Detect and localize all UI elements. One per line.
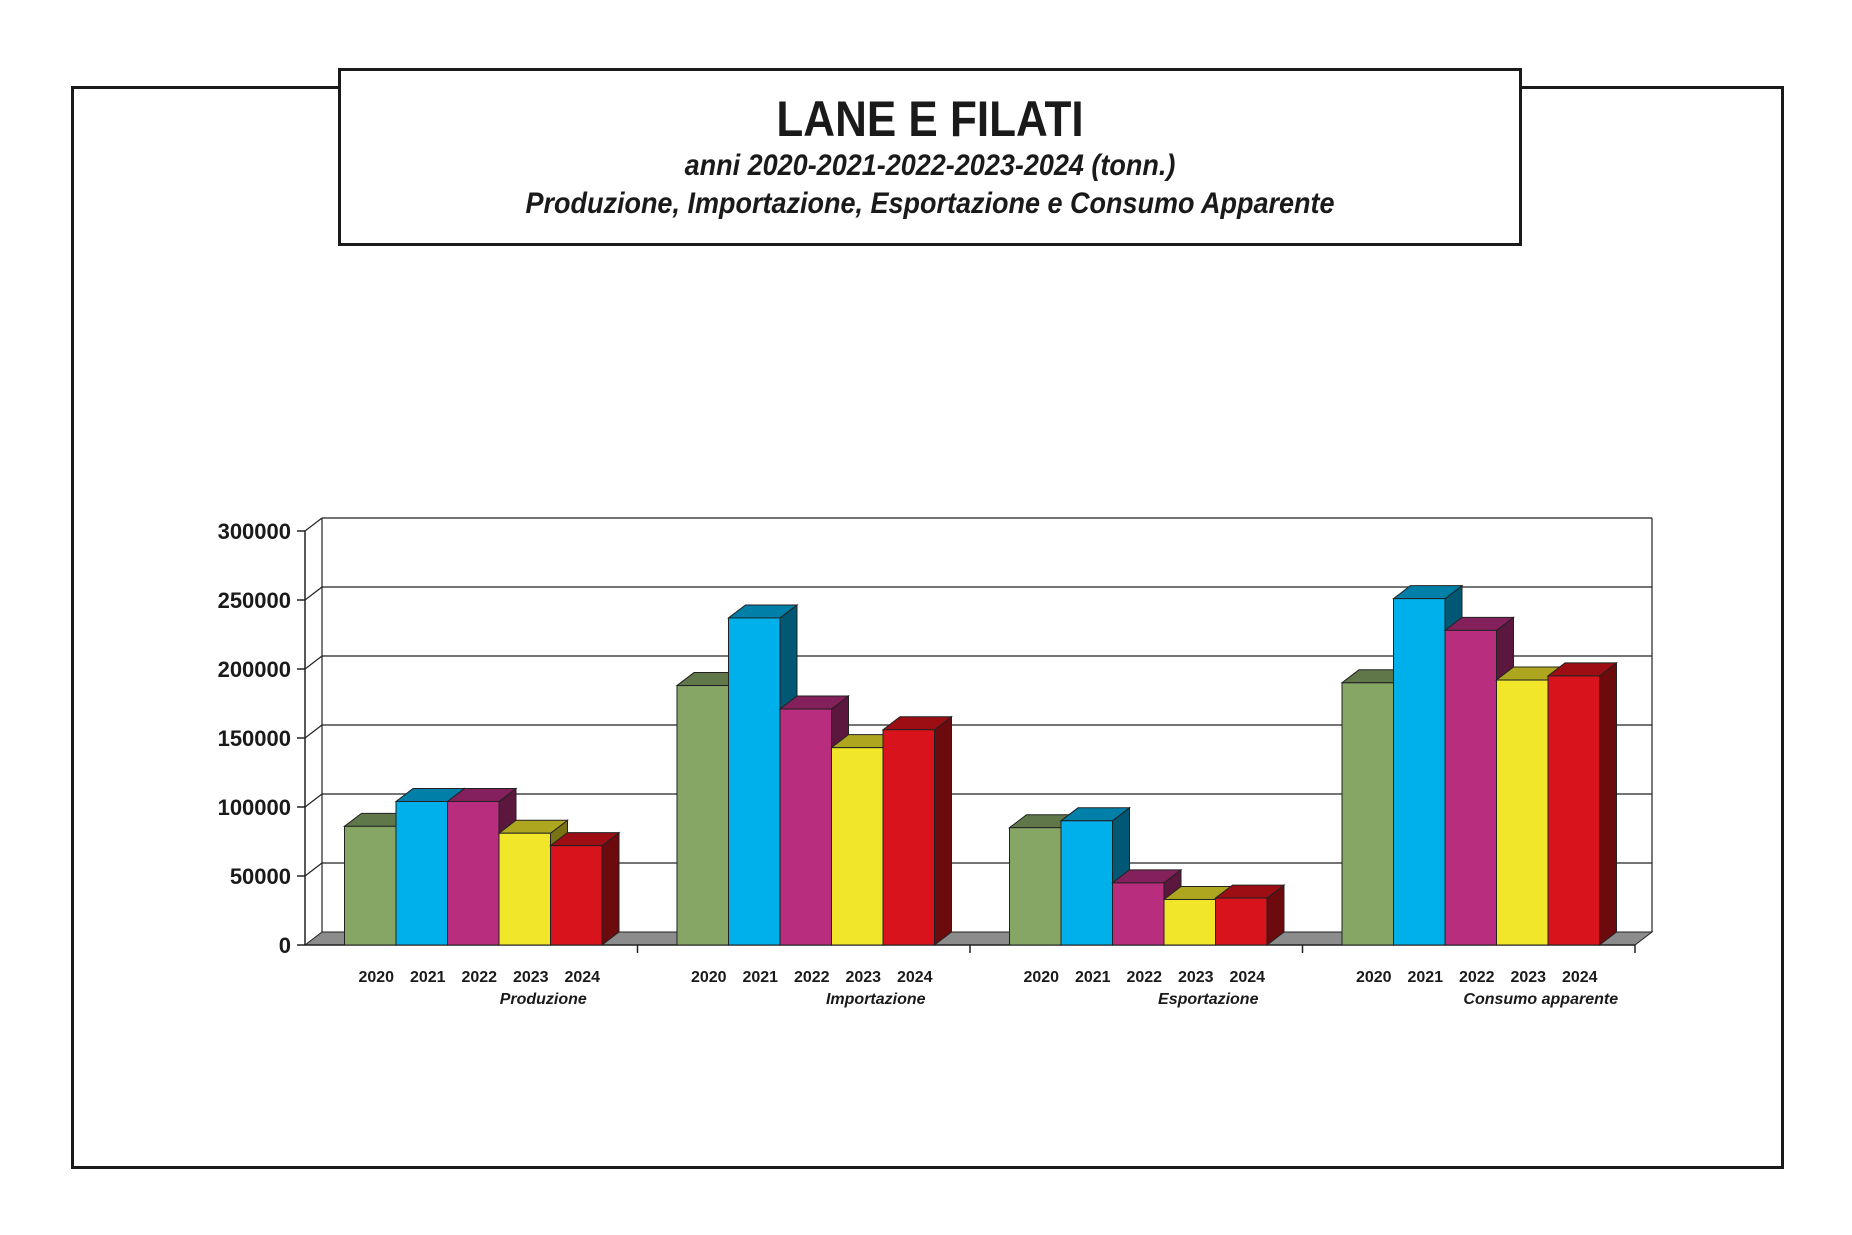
x-year-label: 2020 (691, 969, 727, 986)
x-year-label: 2022 (461, 969, 497, 986)
bar-front (498, 832, 551, 946)
bar-front (447, 800, 500, 946)
y-tick-label: 300000 (218, 519, 291, 544)
y-tick-label: 150000 (218, 726, 291, 751)
y-tick-label: 0 (279, 933, 291, 958)
gridline-side (304, 655, 323, 670)
x-year-label: 2021 (1407, 969, 1443, 986)
x-year-label: 2024 (564, 969, 600, 986)
x-year-label: 2020 (1356, 969, 1392, 986)
chart-bars (343, 584, 1618, 947)
y-tick-label: 100000 (218, 795, 291, 820)
x-year-label: 2021 (742, 969, 778, 986)
bar-importazione-2024 (881, 715, 953, 947)
x-year-label: 2022 (1459, 969, 1495, 986)
chart-title: LANE E FILATI (776, 91, 1084, 147)
x-year-label: 2020 (358, 969, 394, 986)
x-year-label: 2024 (897, 969, 933, 986)
gridline-side (304, 724, 323, 739)
bar-front (1393, 598, 1446, 946)
gridline-side (304, 862, 323, 877)
chart-labels: 0 50000 100000 150000 200000 250000 300000 2020… (218, 519, 1619, 1008)
chart-subtitle-measures: Produzione, Importazione, Esportazione e… (525, 187, 1335, 220)
bar-front (395, 800, 448, 946)
bar-front (1215, 897, 1268, 946)
bar-front (882, 729, 935, 946)
chart-subtitle-years: anni 2020-2021-2022-2023-2024 (tonn.) (684, 149, 1176, 182)
y-tick-label: 200000 (218, 657, 291, 682)
bar-front (728, 617, 781, 946)
x-year-label: 2023 (845, 969, 881, 986)
bar-front (550, 845, 603, 946)
bar-front (676, 685, 729, 946)
bar-front (1060, 820, 1113, 946)
title-box: LANE E FILATI anni 2020-2021-2022-2023-2… (338, 68, 1522, 246)
bar-produzione-2024 (549, 831, 621, 947)
bar-front (1163, 898, 1216, 946)
bar-front (779, 708, 832, 946)
bar-front (344, 825, 397, 946)
bar-side (934, 715, 952, 947)
y-tick-label: 50000 (230, 864, 291, 889)
x-year-label: 2023 (1178, 969, 1214, 986)
x-year-label: 2024 (1562, 969, 1598, 986)
gridline-side (304, 517, 323, 532)
bar-esportazione-2024 (1214, 884, 1286, 947)
gridline-side (304, 586, 323, 601)
x-group-label: Consumo apparente (1463, 991, 1618, 1008)
bar-side (1599, 661, 1617, 947)
x-year-label: 2023 (513, 969, 549, 986)
x-group-label: Esportazione (1158, 991, 1259, 1008)
gridline-side (304, 793, 323, 808)
bar-front (1341, 682, 1394, 946)
x-group-label: Produzione (500, 991, 587, 1008)
y-tick-label: 250000 (218, 588, 291, 613)
x-year-label: 2024 (1229, 969, 1265, 986)
bar-front (831, 747, 884, 946)
x-year-label: 2022 (1126, 969, 1162, 986)
bar-consumo-apparente-2024 (1546, 661, 1618, 947)
bar-front (1547, 675, 1600, 946)
x-year-label: 2022 (794, 969, 830, 986)
x-year-label: 2021 (1075, 969, 1111, 986)
bar-front (1112, 882, 1165, 946)
x-group-label: Importazione (826, 991, 926, 1008)
bar-front (1444, 629, 1497, 946)
x-year-label: 2021 (410, 969, 446, 986)
bar-front (1009, 827, 1062, 946)
x-year-label: 2023 (1510, 969, 1546, 986)
bar-side (601, 831, 620, 947)
bar-front (1496, 679, 1549, 946)
x-year-label: 2020 (1023, 969, 1059, 986)
